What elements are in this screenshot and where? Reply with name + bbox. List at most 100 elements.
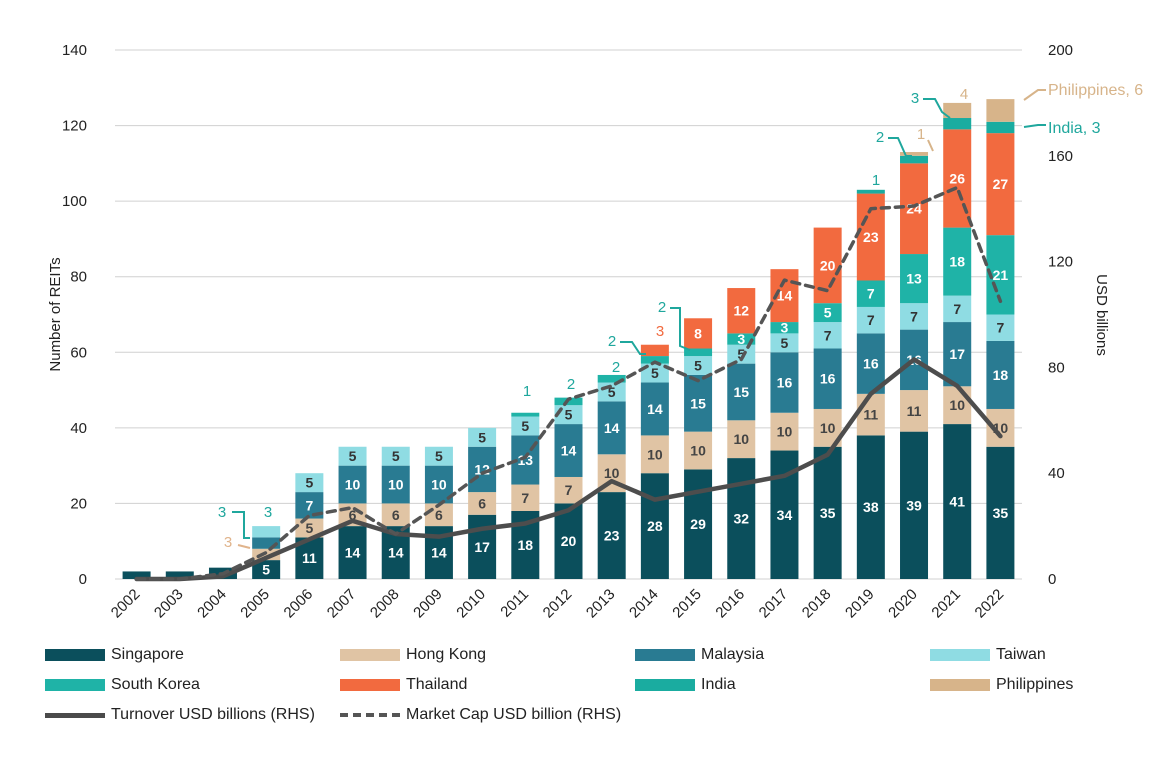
y2-tick-label: 200 bbox=[1048, 42, 1073, 59]
data-label: 34 bbox=[777, 507, 793, 523]
data-label: 5 bbox=[694, 358, 702, 374]
data-label: 10 bbox=[820, 420, 836, 436]
bar-malaysia bbox=[640, 382, 669, 436]
x-tick-label: 2005 bbox=[237, 586, 273, 622]
data-label: 3 bbox=[781, 320, 789, 336]
bar-singapore bbox=[122, 571, 151, 579]
bar-taiwan bbox=[511, 416, 540, 436]
y-axis-title: Number of REITs bbox=[47, 257, 64, 371]
data-label: 16 bbox=[777, 375, 793, 391]
y-tick-label: 140 bbox=[62, 42, 87, 59]
y-tick-label: 80 bbox=[70, 269, 87, 286]
annotation-leader bbox=[232, 511, 250, 539]
data-label: 14 bbox=[345, 545, 361, 561]
data-label: 5 bbox=[435, 448, 443, 464]
bar-thailand bbox=[986, 133, 1015, 236]
annotation-label: 2 bbox=[658, 299, 666, 316]
annotation-label: 2 bbox=[608, 333, 616, 350]
data-label: 14 bbox=[388, 545, 404, 561]
data-label: 35 bbox=[993, 505, 1009, 521]
x-tick-label: 2012 bbox=[540, 586, 576, 622]
data-label: 10 bbox=[733, 431, 749, 447]
data-label: 32 bbox=[733, 511, 749, 527]
bar-thailand bbox=[684, 318, 713, 349]
data-label: 41 bbox=[949, 494, 965, 510]
bar-taiwan bbox=[813, 322, 842, 349]
annotation-label: 1 bbox=[917, 126, 925, 143]
data-label: 6 bbox=[435, 507, 443, 523]
bar-philippines bbox=[986, 99, 1015, 122]
data-label: 29 bbox=[690, 516, 706, 532]
data-label: 17 bbox=[474, 539, 490, 555]
x-tick-label: 2020 bbox=[885, 586, 921, 622]
bar-india bbox=[986, 121, 1015, 134]
data-label: 7 bbox=[910, 308, 918, 324]
bar-thailand bbox=[900, 163, 929, 255]
annotation-label: 2 bbox=[612, 359, 620, 376]
x-tick-label: 2010 bbox=[453, 586, 489, 622]
x-tick-label: 2008 bbox=[367, 586, 403, 622]
bar-singapore bbox=[856, 435, 885, 579]
data-label: 5 bbox=[349, 448, 357, 464]
annotation-label: 3 bbox=[264, 504, 272, 521]
bar-south-korea bbox=[813, 303, 842, 323]
bar-south-korea bbox=[770, 322, 799, 334]
data-label: 10 bbox=[604, 465, 620, 481]
bar-singapore bbox=[943, 424, 972, 579]
bar-taiwan bbox=[640, 363, 669, 383]
data-label: 8 bbox=[694, 325, 702, 341]
annotation-label: 4 bbox=[960, 86, 968, 103]
bar-malaysia bbox=[381, 465, 410, 504]
data-label: 35 bbox=[820, 505, 836, 521]
annotation-leader bbox=[1023, 89, 1046, 101]
bar-south-korea bbox=[597, 374, 626, 383]
bar-india bbox=[943, 118, 972, 130]
bar-taiwan bbox=[295, 473, 324, 493]
bar-singapore bbox=[252, 560, 281, 579]
bar-singapore bbox=[165, 571, 194, 579]
bar-taiwan bbox=[900, 303, 929, 330]
bar-south-korea bbox=[511, 412, 540, 417]
bar-taiwan bbox=[338, 446, 367, 466]
data-label: 13 bbox=[518, 452, 534, 468]
data-label: 28 bbox=[647, 518, 663, 534]
data-label: 11 bbox=[863, 407, 878, 423]
annotation-leader bbox=[923, 98, 951, 119]
x-tick-label: 2016 bbox=[712, 586, 748, 622]
bar-singapore bbox=[900, 431, 929, 579]
x-tick-label: 2011 bbox=[497, 586, 532, 621]
y-tick-label: 20 bbox=[70, 495, 87, 512]
data-label: 16 bbox=[863, 356, 879, 372]
data-label: 5 bbox=[305, 520, 313, 536]
bar-malaysia bbox=[554, 424, 583, 477]
data-label: 5 bbox=[651, 365, 659, 381]
annotation-label: 3 bbox=[224, 534, 232, 551]
bar-taiwan bbox=[252, 526, 281, 538]
bar-hong-kong bbox=[856, 393, 885, 436]
data-label: 6 bbox=[392, 507, 400, 523]
x-tick-label: 2014 bbox=[626, 586, 662, 622]
x-tick-label: 2004 bbox=[194, 586, 230, 622]
y2-axis-title: USD billions bbox=[1093, 274, 1110, 356]
annotation-leader bbox=[888, 137, 912, 157]
annotation-leader bbox=[237, 544, 251, 549]
bar-south-korea bbox=[727, 333, 756, 345]
data-label: 10 bbox=[431, 477, 447, 493]
bar-malaysia bbox=[252, 537, 281, 549]
data-label: 14 bbox=[561, 443, 577, 459]
data-label: 27 bbox=[993, 176, 1009, 192]
data-label: 20 bbox=[820, 257, 836, 273]
bar-taiwan bbox=[684, 356, 713, 375]
bar-south-korea bbox=[900, 254, 929, 304]
y2-tick-label: 80 bbox=[1048, 359, 1065, 376]
data-label: 7 bbox=[521, 490, 529, 506]
annotation-label: 3 bbox=[218, 504, 226, 521]
x-tick-label: 2021 bbox=[928, 586, 964, 622]
data-label: 6 bbox=[349, 507, 357, 523]
x-tick-label: 2019 bbox=[842, 586, 878, 622]
x-tick-label: 2018 bbox=[799, 586, 835, 622]
data-label: 12 bbox=[733, 303, 749, 319]
data-label: 7 bbox=[867, 286, 875, 302]
annotation-label: India, 3 bbox=[1048, 120, 1101, 137]
x-tick-label: 2022 bbox=[972, 586, 1008, 622]
